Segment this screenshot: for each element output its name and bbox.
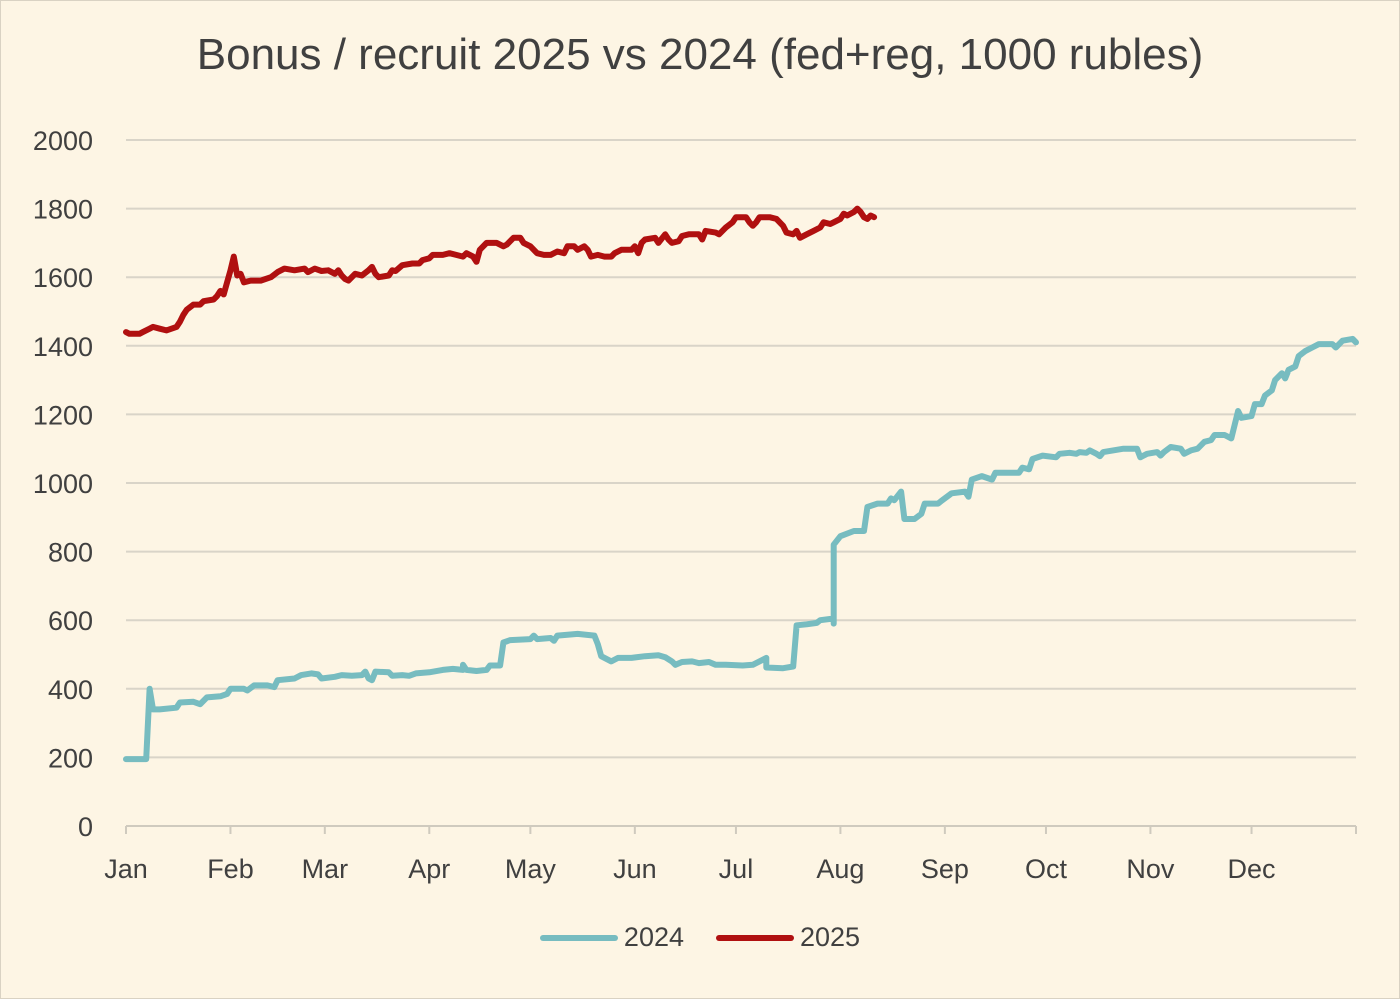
x-tick-label: Oct (1025, 854, 1068, 884)
legend: 2024 2025 (0, 922, 1400, 953)
y-tick-label: 1400 (33, 332, 93, 362)
x-tick-label: Jun (613, 854, 657, 884)
legend-label-2025: 2025 (800, 922, 861, 952)
y-tick-label: 800 (48, 538, 93, 568)
x-axis (125, 825, 1357, 834)
series-line-2024 (123, 335, 1359, 763)
x-tick-label: Jan (104, 854, 148, 884)
x-axis-labels: Jan Feb Mar Apr May Jun Jul Aug Sep Oct Nov Dec (104, 854, 1275, 884)
series-lines (123, 205, 1359, 763)
legend-swatch-2025 (716, 934, 794, 941)
y-tick-label: 1000 (33, 469, 93, 499)
y-tick-label: 1200 (33, 400, 93, 430)
legend-label-2024: 2024 (623, 922, 684, 952)
y-axis-labels: 0 200 400 600 800 1000 1200 1400 1600 1800 2000 (33, 126, 93, 842)
x-tick-label: Aug (816, 854, 864, 884)
y-tick-label: 1600 (33, 263, 93, 293)
y-tick-label: 2000 (33, 126, 93, 156)
y-tick-label: 0 (78, 812, 93, 842)
legend-swatch-2024 (539, 934, 618, 941)
x-tick-label: Sep (921, 854, 969, 884)
x-tick-label: May (505, 854, 557, 884)
y-tick-label: 600 (48, 606, 93, 636)
y-tick-label: 200 (48, 743, 93, 773)
x-tick-label: Dec (1228, 854, 1276, 884)
x-tick-label: Feb (207, 854, 254, 884)
y-tick-label: 400 (48, 675, 93, 705)
chart-title: Bonus / recruit 2025 vs 2024 (fed+reg, 1… (196, 30, 1204, 79)
legend-item-2024: 2024 (539, 922, 684, 953)
y-tick-label: 1800 (33, 195, 93, 225)
gridlines (126, 139, 1356, 759)
x-tick-label: Jul (719, 854, 754, 884)
series-line-2025 (123, 205, 878, 337)
x-tick-label: Apr (408, 854, 450, 884)
x-tick-label: Nov (1126, 854, 1175, 884)
legend-item-2025: 2025 (716, 922, 860, 953)
x-tick-label: Mar (302, 854, 349, 884)
